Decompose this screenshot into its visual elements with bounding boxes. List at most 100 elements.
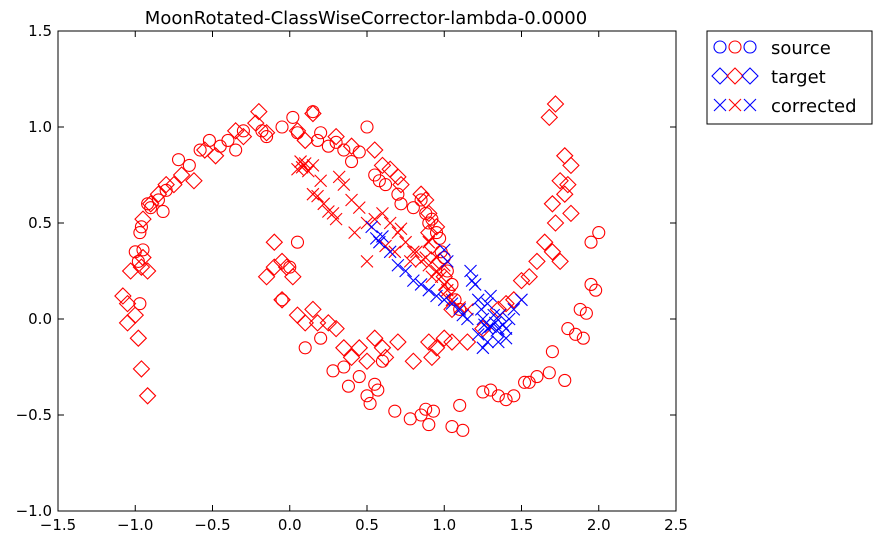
corrected-point [440,283,454,297]
corrected-point [437,278,451,291]
legend-marker-source [743,40,757,54]
corrected-point [376,230,389,243]
source-point [584,235,598,249]
legend-marker-corrected [713,98,727,112]
target-point [427,218,446,236]
target-point [423,237,441,255]
corrected-point [502,312,516,326]
source-point [445,277,459,291]
target-point [206,147,225,165]
target-point [265,233,284,251]
target-point [551,171,569,190]
source-point [286,110,300,124]
x-tick-label: −1.5 [40,516,76,534]
x-tick-label: 1.5 [510,516,534,534]
source-point [236,124,250,138]
source-point [589,283,603,297]
legend-label-target: target [771,67,826,88]
source-point [134,220,148,234]
source-point [476,385,490,399]
corrected-point [453,301,467,314]
source-point [426,404,440,418]
source-point [499,393,513,407]
source-point [569,327,583,341]
target-point [296,314,314,332]
legend-marker-target [711,67,729,85]
x-tick-label: 2.0 [587,516,611,534]
target-point [458,333,477,351]
corrected-point [399,264,413,278]
corrected-point [468,278,482,291]
corrected-point [376,207,389,220]
corrected-point [481,297,494,311]
source-point [456,423,470,437]
source-point [545,345,559,359]
target-point [546,214,565,232]
target-point [234,127,253,146]
source-point [229,143,243,157]
target-point [520,267,539,286]
corrected-point [403,255,417,268]
legend-marker-source [728,40,742,54]
source-point [561,322,575,336]
target-point [555,185,574,203]
target-point [288,122,307,140]
target-point [389,168,407,186]
corrected-point [399,235,413,249]
target-point [381,160,399,179]
target-point [389,333,407,351]
source-point [576,331,590,345]
target-point [512,271,531,290]
target-point [308,314,327,332]
target-point [118,314,137,332]
y-tick-label: 0.5 [28,214,52,232]
corrected-point [484,289,497,303]
target-point [504,291,523,309]
corrected-point [406,245,420,259]
source-point [290,126,305,140]
target-point [551,252,569,271]
corrected-point [471,327,485,341]
source-point [414,193,428,207]
source-point [275,293,289,307]
target-point [265,258,284,276]
target-point [358,352,376,371]
source-point [391,187,405,201]
chart-title: MoonRotated-ClassWiseCorrector-lambda-0.… [145,8,587,29]
corrected-point [306,187,320,201]
x-tick-label: 0.5 [355,516,379,534]
target-point [273,291,291,309]
source-point [193,143,207,157]
target-point [562,156,580,175]
target-point [543,243,562,261]
source-point [422,216,436,230]
corrected-point [291,162,304,176]
corrected-point [453,303,467,316]
corrected-point [383,245,397,259]
y-tick-label: 1.0 [28,118,52,136]
target-point [114,287,132,305]
y-tick-label: 1.5 [28,22,52,40]
legend-markers [711,40,759,112]
source-point [378,178,393,192]
corrected-point [360,255,374,268]
corrected-point [445,297,459,311]
target-point [327,127,345,146]
corrected-point [326,207,340,220]
target-point [335,339,353,357]
source-point [311,133,325,147]
target-point [172,166,191,184]
corrected-point [332,170,346,184]
target-point [540,108,559,127]
target-point [138,262,157,280]
source-point [202,133,216,147]
corrected-point [430,289,443,303]
target-point [129,329,148,347]
target-point [497,294,515,313]
source-point [221,133,235,147]
corrected-point [368,212,382,226]
corrected-point [471,293,485,307]
target-point [138,387,157,405]
source-point [314,331,328,345]
source-point [133,297,147,311]
